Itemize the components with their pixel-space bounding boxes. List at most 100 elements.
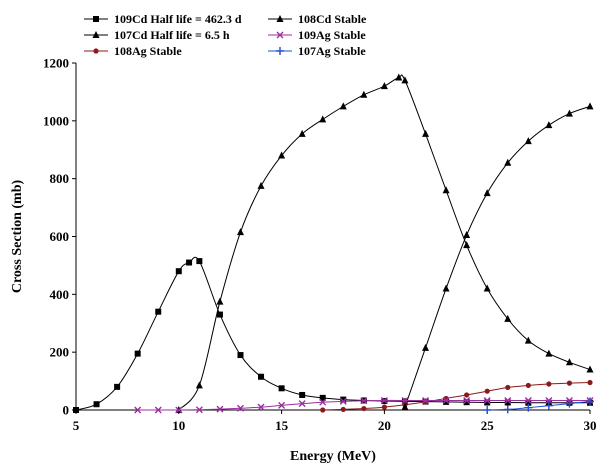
data-point [134, 350, 141, 357]
data-point [504, 314, 512, 322]
data-point [134, 406, 142, 414]
data-point [278, 151, 286, 159]
data-point [257, 403, 265, 411]
data-point [544, 401, 553, 410]
data-point [257, 181, 265, 189]
legend-marker [276, 47, 284, 55]
data-point [524, 137, 532, 145]
data-point [216, 311, 223, 318]
legend-item: 109Ag Stable [268, 28, 366, 42]
data-point [380, 396, 388, 404]
legend-label: 109Cd Half life = 462.3 d [114, 12, 242, 26]
data-point [186, 259, 193, 266]
data-point [339, 102, 347, 110]
data-point [546, 381, 552, 387]
data-point [442, 186, 450, 194]
y-tick-label: 800 [50, 171, 70, 186]
series-2 [175, 73, 594, 413]
data-point [360, 397, 368, 405]
legend: 109Cd Half life = 462.3 d 108Cd Stable 107… [84, 12, 367, 58]
series-1 [73, 256, 593, 413]
data-point [565, 109, 573, 117]
data-point [442, 284, 450, 292]
data-point [395, 73, 403, 81]
data-point [422, 343, 430, 351]
legend-label: 107Ag Stable [298, 44, 366, 58]
data-point [236, 404, 244, 412]
data-point [339, 397, 347, 405]
y-tick-label: 0 [63, 403, 70, 418]
data-point [93, 401, 100, 408]
legend-marker [93, 16, 99, 22]
data-point [114, 383, 121, 390]
series-line [178, 74, 591, 411]
data-point [524, 336, 532, 344]
data-point [545, 396, 553, 404]
y-axis-title: Cross Section (mb) [10, 180, 25, 294]
series-3 [320, 379, 593, 413]
data-point [504, 396, 512, 404]
y-tick-label: 400 [50, 287, 70, 302]
legend-item: 107Cd Half life = 6.5 h [84, 28, 230, 42]
x-tick-label: 10 [172, 418, 185, 433]
data-point [258, 373, 265, 380]
data-point [155, 308, 162, 315]
data-point [195, 381, 203, 389]
data-point [299, 391, 306, 398]
data-point [340, 406, 346, 413]
data-point [216, 405, 224, 413]
data-point [401, 396, 409, 404]
data-point [443, 398, 450, 405]
data-point [525, 399, 532, 406]
data-point [442, 396, 450, 404]
data-point [463, 396, 471, 404]
data-point [483, 406, 492, 414]
data-point [586, 102, 594, 110]
data-point [154, 406, 162, 414]
data-point [195, 406, 203, 414]
data-point [381, 404, 387, 410]
data-point [586, 365, 594, 373]
legend-item: 109Cd Half life = 462.3 d [84, 12, 242, 26]
data-point [545, 349, 553, 357]
y-tick-label: 1000 [43, 113, 69, 128]
data-point [565, 358, 573, 366]
data-point [278, 385, 285, 392]
data-point [587, 379, 593, 386]
legend-marker [93, 48, 99, 54]
data-point [484, 388, 490, 394]
data-point [360, 90, 368, 98]
data-point [320, 407, 326, 413]
data-point [319, 115, 327, 123]
data-point [586, 397, 594, 406]
y-tick-label: 1200 [43, 56, 69, 71]
data-point [401, 403, 409, 411]
data-point [319, 398, 327, 406]
series-line [404, 105, 591, 408]
legend-marker [92, 31, 100, 38]
data-point [278, 401, 286, 409]
x-tick-label: 5 [73, 418, 80, 433]
x-tick-label: 30 [584, 418, 597, 433]
x-tick-label: 20 [378, 418, 391, 433]
data-point [298, 400, 306, 408]
data-point [524, 396, 532, 404]
data-point [401, 76, 409, 84]
series-5 [134, 396, 594, 414]
legend-item: 108Ag Stable [84, 44, 182, 58]
data-point [566, 380, 573, 386]
data-point [463, 231, 471, 239]
data-point [380, 82, 388, 90]
data-point [505, 384, 511, 391]
data-point [484, 399, 491, 406]
y-tick-label: 600 [50, 229, 70, 244]
data-point [73, 407, 79, 413]
data-point [463, 241, 471, 249]
data-point [422, 129, 430, 137]
data-point [483, 396, 491, 404]
data-point [503, 405, 512, 414]
axes: 5 10 15 20 25 30 0 200 400 600 800 1000 1200 [43, 56, 597, 434]
data-point [422, 396, 430, 404]
series-4 [401, 102, 594, 411]
